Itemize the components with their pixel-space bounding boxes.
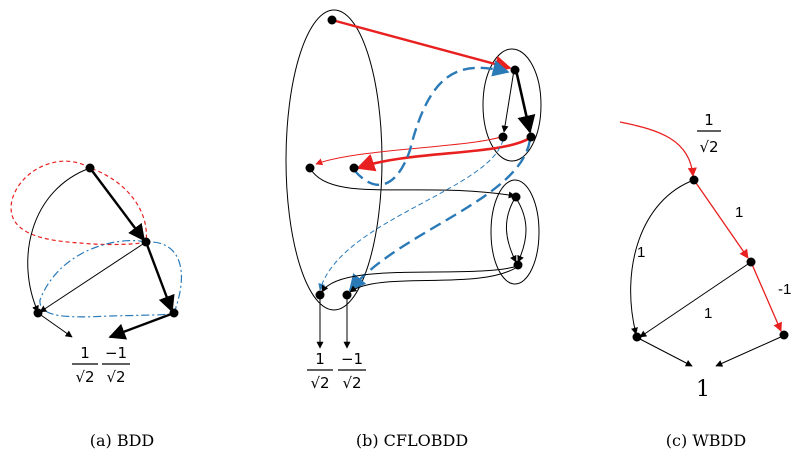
cflobdd-lower-ellipse bbox=[490, 179, 540, 285]
cflobdd-lower-inner-left bbox=[505, 197, 517, 263]
wbdd-panel: 1 √2 1 1 1 -1 1 (c) WBDD bbox=[619, 111, 791, 450]
bdd-edge-right-leaf bbox=[108, 311, 175, 340]
bdd-edge-mid-low bbox=[39, 241, 147, 313]
cflobdd-outer-ellipse bbox=[285, 9, 383, 311]
cflobdd-node-exit-right bbox=[342, 290, 352, 300]
cflobdd-node-mid-right bbox=[349, 163, 359, 173]
cflobdd-node-mid-left bbox=[305, 163, 315, 173]
wbdd-node-mid bbox=[746, 257, 756, 267]
wbdd-caption: (c) WBDD bbox=[666, 431, 746, 450]
svg-text:−1: −1 bbox=[341, 350, 363, 368]
cflobdd-leaf-left-value: 1 √2 bbox=[307, 350, 333, 392]
cflobdd-panel: 1 √2 −1 √2 (b) CFLOBDD bbox=[285, 9, 542, 450]
svg-text:−1: −1 bbox=[105, 344, 127, 362]
cflobdd-upper-low-edge bbox=[501, 69, 515, 133]
wbdd-edge-left-terminal bbox=[637, 337, 693, 367]
bdd-node-left bbox=[33, 308, 43, 318]
wbdd-node-right bbox=[779, 330, 789, 340]
wbdd-red-incoming-edge bbox=[619, 121, 697, 177]
cflobdd-node-upper-exit-left bbox=[498, 132, 508, 142]
bdd-red-dashed-path bbox=[10, 160, 147, 246]
svg-text:√2: √2 bbox=[699, 138, 718, 156]
bdd-leaf-left-value: 1 √2 bbox=[72, 344, 98, 386]
wbdd-node-root bbox=[689, 175, 699, 185]
wbdd-label-top-right: 1 bbox=[735, 204, 743, 221]
svg-text:1: 1 bbox=[704, 111, 714, 129]
bdd-leaf-right-value: −1 √2 bbox=[102, 344, 130, 386]
cflobdd-caption: (b) CFLOBDD bbox=[356, 431, 468, 450]
cflobdd-blue-dashed-thick-2 bbox=[348, 139, 532, 292]
bdd-caption: (a) BDD bbox=[90, 431, 155, 450]
bdd-edge-root-low bbox=[27, 167, 91, 313]
bdd-node-root bbox=[85, 163, 95, 173]
cflobdd-leaf-right-value: −1 √2 bbox=[338, 350, 366, 392]
svg-text:√2: √2 bbox=[75, 368, 94, 386]
bdd-node-right bbox=[169, 308, 179, 318]
cflobdd-upper-high-edge bbox=[514, 69, 536, 134]
cflobdd-node-lower-entry bbox=[511, 192, 521, 202]
wbdd-edge-right-terminal bbox=[715, 335, 784, 367]
cflobdd-lower-return-left bbox=[321, 265, 519, 293]
cflobdd-lower-inner-right bbox=[515, 197, 527, 263]
bdd-edge-mid-high bbox=[144, 241, 175, 313]
cflobdd-red-return-thin bbox=[315, 135, 505, 166]
cflobdd-red-return-thick bbox=[356, 136, 531, 172]
cflobdd-lower-return-right bbox=[349, 265, 520, 293]
cflobdd-node-lower-exit bbox=[513, 260, 523, 270]
wbdd-label-left: 1 bbox=[637, 244, 645, 261]
wbdd-edge-mid-low bbox=[639, 261, 752, 338]
cflobdd-upper-ellipse bbox=[482, 48, 542, 162]
wbdd-label-middle: 1 bbox=[704, 305, 712, 322]
wbdd-root-weight: 1 √2 bbox=[697, 111, 721, 156]
wbdd-edge-mid-high bbox=[750, 261, 782, 332]
bdd-panel: 1 √2 −1 √2 (a) BDD bbox=[10, 160, 182, 450]
bdd-node-mid bbox=[141, 237, 151, 247]
cflobdd-node-upper-entry bbox=[510, 65, 520, 75]
cflobdd-node-upper-exit-right bbox=[526, 132, 536, 142]
svg-text:√2: √2 bbox=[106, 368, 125, 386]
svg-text:1: 1 bbox=[80, 344, 90, 362]
cflobdd-blue-dashed-thin bbox=[318, 139, 504, 291]
bdd-edge-left-leaf bbox=[37, 312, 73, 338]
cflobdd-node-entry bbox=[327, 15, 337, 25]
svg-text:1: 1 bbox=[315, 350, 325, 368]
cflobdd-blue-dashed-thick bbox=[353, 60, 510, 186]
cflobdd-red-entry-edge bbox=[331, 18, 512, 73]
svg-text:√2: √2 bbox=[310, 374, 329, 392]
wbdd-terminal: 1 bbox=[696, 377, 710, 402]
cflobdd-node-exit-left bbox=[315, 290, 325, 300]
svg-text:√2: √2 bbox=[342, 374, 361, 392]
wbdd-edge-root-low bbox=[630, 179, 695, 335]
cflobdd-call-lower-edge bbox=[309, 167, 516, 199]
wbdd-node-left bbox=[632, 332, 642, 342]
wbdd-edge-root-high bbox=[693, 179, 749, 259]
bdd-edge-root-high bbox=[89, 167, 146, 242]
bdd-blue-dashdot-path bbox=[39, 240, 182, 318]
wbdd-label-far-right: -1 bbox=[778, 281, 791, 298]
